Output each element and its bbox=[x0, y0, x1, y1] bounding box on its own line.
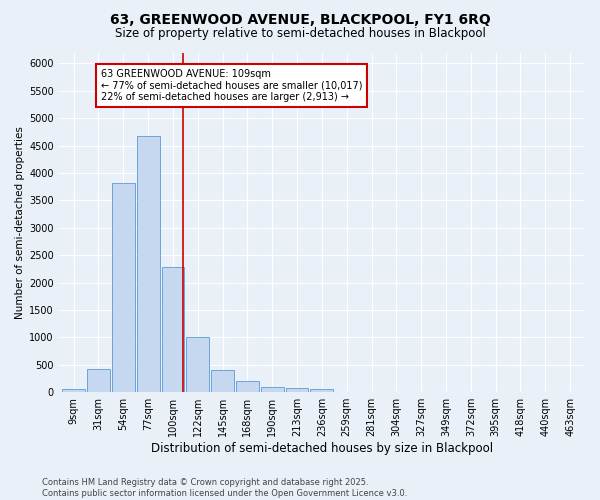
Bar bbox=[211, 370, 234, 392]
Bar bbox=[112, 183, 135, 392]
Y-axis label: Number of semi-detached properties: Number of semi-detached properties bbox=[15, 126, 25, 319]
Text: 63 GREENWOOD AVENUE: 109sqm
← 77% of semi-detached houses are smaller (10,017)
2: 63 GREENWOOD AVENUE: 109sqm ← 77% of sem… bbox=[101, 69, 362, 102]
Bar bbox=[137, 136, 160, 392]
Text: 63, GREENWOOD AVENUE, BLACKPOOL, FY1 6RQ: 63, GREENWOOD AVENUE, BLACKPOOL, FY1 6RQ bbox=[110, 12, 490, 26]
X-axis label: Distribution of semi-detached houses by size in Blackpool: Distribution of semi-detached houses by … bbox=[151, 442, 493, 455]
Bar bbox=[236, 381, 259, 392]
Bar bbox=[261, 388, 284, 392]
Text: Contains HM Land Registry data © Crown copyright and database right 2025.
Contai: Contains HM Land Registry data © Crown c… bbox=[42, 478, 407, 498]
Text: Size of property relative to semi-detached houses in Blackpool: Size of property relative to semi-detach… bbox=[115, 28, 485, 40]
Bar bbox=[187, 338, 209, 392]
Bar bbox=[310, 389, 334, 392]
Bar bbox=[286, 388, 308, 392]
Bar bbox=[161, 266, 184, 392]
Bar bbox=[62, 390, 85, 392]
Bar bbox=[87, 369, 110, 392]
